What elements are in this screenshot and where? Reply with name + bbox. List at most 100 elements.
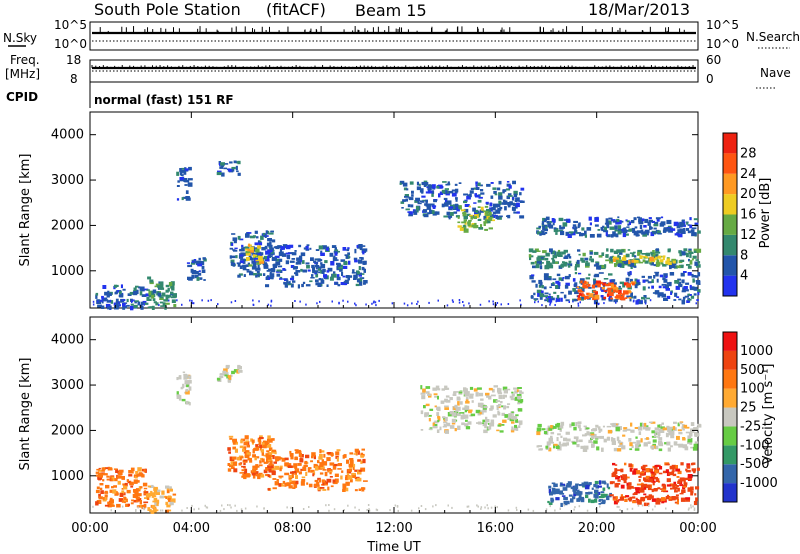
data-cell-8 <box>548 489 551 494</box>
data-cell-10 <box>563 219 569 221</box>
data-cell-4 <box>236 457 240 461</box>
data-cell-3 <box>176 171 180 176</box>
data-cell-10 <box>617 225 622 230</box>
data-cell-13 <box>601 286 605 290</box>
range-gate-cell <box>191 302 193 305</box>
data-cell-9 <box>480 206 484 211</box>
nsky-tick-bottom: 10^0 <box>54 37 87 51</box>
data-cell-7 <box>660 430 665 433</box>
data-cell-4 <box>251 439 255 443</box>
data-cell-8 <box>512 197 515 199</box>
data-cell-5 <box>319 462 324 465</box>
data-cell-8 <box>575 492 578 495</box>
data-cell-7 <box>639 422 643 427</box>
data-cell-6 <box>511 421 515 424</box>
data-cell-7 <box>311 274 314 277</box>
data-cell-11 <box>681 251 686 256</box>
x-axis-title: Time UT <box>366 540 420 554</box>
data-cell-6 <box>471 400 474 403</box>
data-cell-5 <box>271 470 276 474</box>
data-cell-0 <box>132 493 137 498</box>
data-cell-1 <box>159 281 164 286</box>
data-cell-7 <box>352 269 355 272</box>
power-x-axis <box>89 112 699 308</box>
data-cell-0 <box>107 501 112 505</box>
data-cell-5 <box>310 469 315 473</box>
data-cell-0 <box>139 500 142 505</box>
range-gate-cell <box>107 304 110 307</box>
data-cell-11 <box>529 255 532 261</box>
data-cell-4 <box>267 438 270 442</box>
data-cell-4 <box>259 444 263 448</box>
data-cell-0 <box>113 468 118 470</box>
data-cell-0 <box>95 471 99 474</box>
data-cell-9 <box>474 222 477 227</box>
data-cell-5 <box>292 487 296 489</box>
data-cell-5 <box>232 263 236 267</box>
data-cell-4 <box>224 163 229 165</box>
data-cell-11 <box>617 262 622 267</box>
data-cell-6 <box>497 388 502 393</box>
data-cell-8 <box>563 496 568 500</box>
data-cell-7 <box>548 427 553 431</box>
data-cell-10 <box>539 233 542 236</box>
data-cell-5 <box>360 455 364 458</box>
data-cell-9 <box>676 502 679 505</box>
data-cell-7 <box>601 447 604 452</box>
data-cell-5 <box>314 479 319 483</box>
data-cell-11 <box>669 264 672 270</box>
data-cell-0 <box>104 491 109 494</box>
colorbar-swatch <box>723 445 737 465</box>
data-cell-11 <box>545 252 550 257</box>
data-cell-5 <box>265 453 270 458</box>
data-cell-1 <box>165 294 169 300</box>
data-cell-5 <box>291 473 294 478</box>
data-cell-5 <box>256 267 261 271</box>
data-cell-8 <box>562 487 568 491</box>
data-cell-0 <box>144 288 149 291</box>
data-cell-10 <box>667 227 670 232</box>
data-cell-5 <box>316 482 320 486</box>
colorbar-tick-label: 500 <box>740 363 765 378</box>
data-cell-9 <box>630 485 634 489</box>
data-cell-9 <box>674 501 679 504</box>
data-cell-5 <box>344 487 349 492</box>
data-cell-6 <box>440 400 445 404</box>
data-cell-5 <box>236 262 241 265</box>
range-gate-cell <box>644 302 647 305</box>
data-cell-6 <box>492 414 497 418</box>
data-cell-5 <box>360 452 364 456</box>
data-cell-7 <box>285 260 289 265</box>
range-gate-cell <box>159 509 162 512</box>
data-cell-9 <box>675 494 679 497</box>
range-gate-cell <box>131 299 133 302</box>
y-tick-label: 4000 <box>51 333 84 348</box>
data-cell-7 <box>318 271 321 274</box>
data-cell-10 <box>544 228 548 232</box>
data-cell-8 <box>601 480 606 484</box>
data-cell-11 <box>620 262 623 267</box>
data-cell-7 <box>329 276 334 281</box>
data-cell-5 <box>347 468 352 472</box>
data-cell-0 <box>133 287 137 291</box>
data-cell-3 <box>179 177 184 181</box>
data-cell-6 <box>451 418 457 423</box>
data-cell-9 <box>663 500 667 503</box>
data-cell-5 <box>239 254 244 257</box>
range-gate-cell <box>191 299 193 302</box>
data-cell-6 <box>462 407 465 410</box>
data-cell-5 <box>241 244 244 248</box>
data-cell-0 <box>128 471 134 474</box>
data-cell-6 <box>485 416 488 422</box>
data-cell-5 <box>240 252 244 255</box>
data-cell-7 <box>590 432 595 434</box>
data-cell-5 <box>313 455 316 460</box>
range-gate-cell <box>290 506 292 509</box>
data-cell-9 <box>636 483 641 486</box>
data-cell-7 <box>323 274 328 278</box>
data-cell-4 <box>267 465 272 468</box>
data-cell-6 <box>245 252 249 256</box>
velocity-x-axis: 00:00 04:00 08:00 12:00 16:00 20:00 00:00 <box>71 317 717 536</box>
data-cell-10 <box>663 227 668 231</box>
data-cell-5 <box>320 450 325 453</box>
